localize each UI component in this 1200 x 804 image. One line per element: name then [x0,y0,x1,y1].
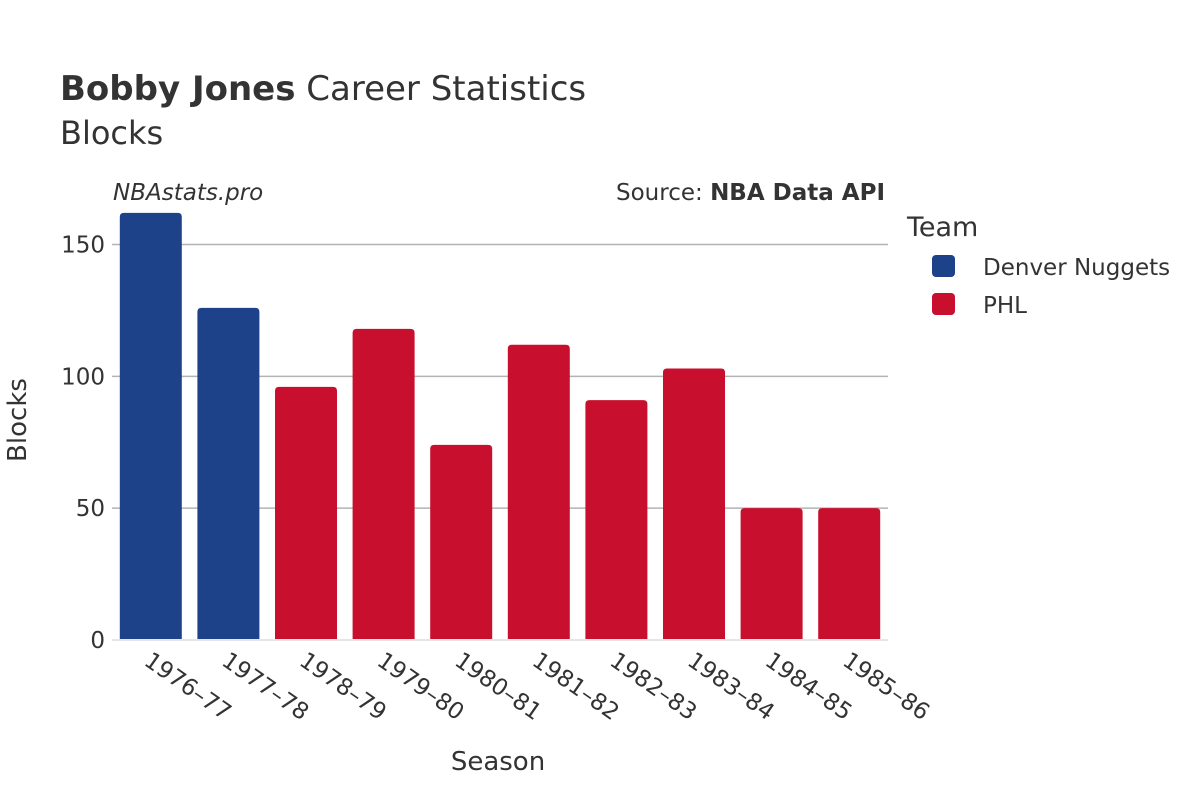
legend-title: Team [906,212,978,243]
x-tick-label: 1978–79 [295,648,391,726]
x-tick-label: 1980–81 [450,648,546,726]
chart-title: Bobby Jones Career Statistics [60,69,586,109]
x-tick-label: 1982–83 [605,648,701,726]
x-tick-label: 1981–82 [527,648,623,726]
legend-swatch-phl[interactable] [932,293,955,315]
y-axis-title: Blocks [3,378,33,462]
bar-1984–85[interactable] [740,508,803,640]
legend-label-denver-nuggets[interactable]: Denver Nuggets [983,255,1170,281]
bar-1979–80[interactable] [352,328,415,640]
title-rest: Career Statistics [295,69,586,109]
x-axis-ticks: 1976–771977–781978–791979–801980–811981–… [139,648,934,726]
bars [119,212,881,640]
legend: Team Denver Nuggets PHL [906,212,1170,319]
x-axis-title: Season [451,747,545,777]
source-credit: Source: NBA Data API [616,180,885,206]
source-name: NBA Data API [710,180,885,206]
x-tick-label: 1977–78 [217,648,313,726]
watermark: NBAstats.pro [113,180,263,206]
x-tick-label: 1976–77 [139,648,235,726]
y-axis-ticks: 0 50 100 150 [61,233,105,654]
bar-1981–82[interactable] [507,344,570,640]
legend-label-phl[interactable]: PHL [983,293,1027,319]
title-player-name: Bobby Jones [60,69,295,109]
y-tick-label: 150 [61,233,105,259]
y-tick-label: 0 [90,628,105,654]
bar-1977–78[interactable] [197,307,260,640]
bar-1976–77[interactable] [119,212,182,640]
source-prefix: Source: [616,180,710,206]
bar-1983–84[interactable] [663,368,725,640]
legend-swatch-denver-nuggets[interactable] [932,255,955,277]
x-tick-label: 1984–85 [760,648,856,726]
x-tick-label: 1983–84 [683,648,779,726]
y-tick-label: 50 [76,496,105,522]
chart-subtitle: Blocks [60,114,163,152]
x-tick-label: 1985–86 [838,648,934,726]
x-tick-label: 1979–80 [372,648,468,726]
bar-1985–86[interactable] [818,508,881,640]
bar-1980–81[interactable] [430,444,493,640]
y-tick-label: 100 [61,364,105,390]
bar-1978–79[interactable] [275,386,337,640]
bar-1982–83[interactable] [585,400,648,640]
